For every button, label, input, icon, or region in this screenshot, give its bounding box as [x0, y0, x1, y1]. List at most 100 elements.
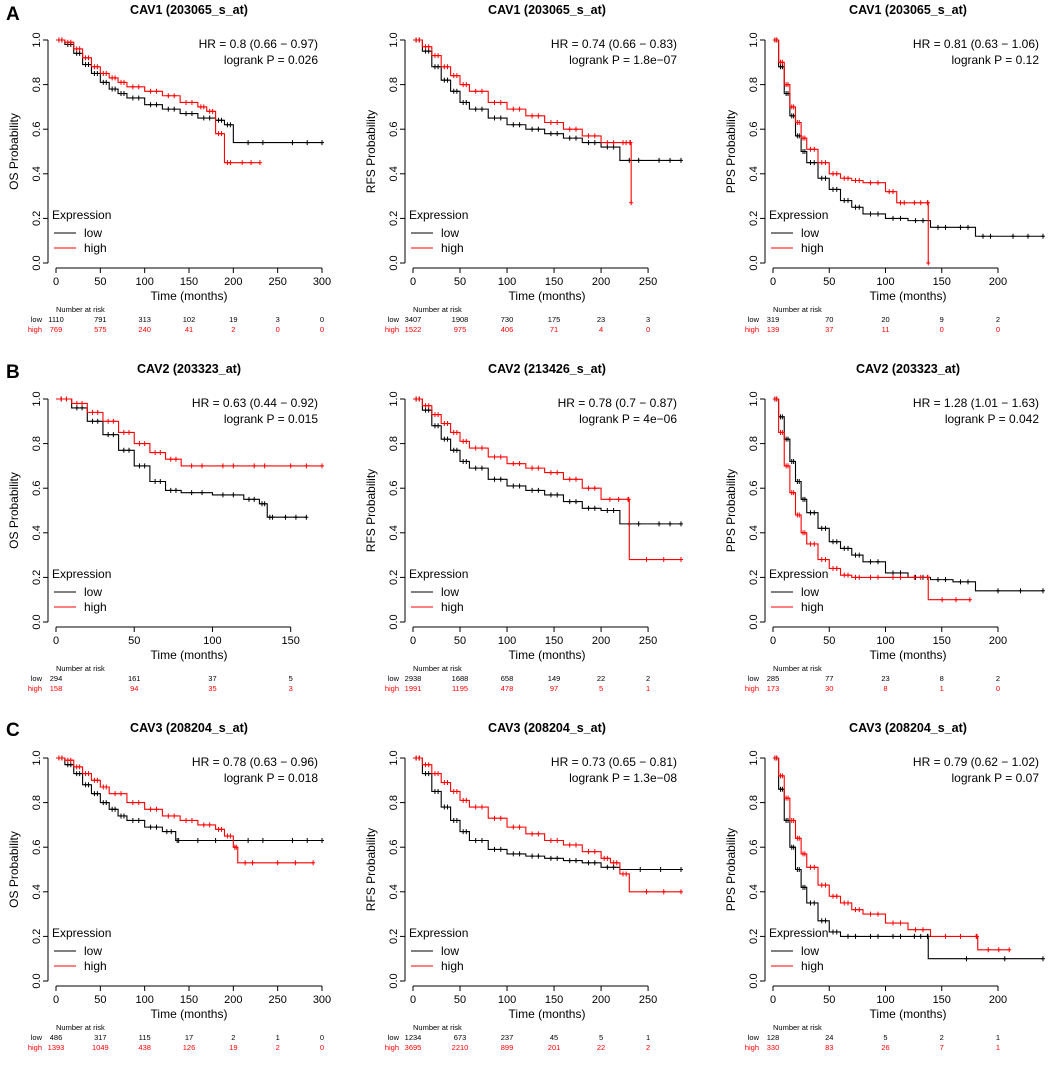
- risk-value-low: 2: [940, 1033, 944, 1042]
- x-tick-label: 0: [53, 994, 59, 1006]
- censor-mark-high: [887, 189, 892, 195]
- censor-mark-high: [846, 572, 850, 578]
- legend-label-high: high: [84, 959, 107, 973]
- censor-mark-low: [592, 505, 597, 511]
- censor-mark-low: [200, 490, 205, 496]
- censor-mark-high: [548, 120, 553, 126]
- y-tick-label: 0.0: [31, 255, 43, 270]
- risk-value-high: 2210: [452, 1043, 469, 1052]
- censor-mark-low: [77, 50, 82, 56]
- censor-mark-low: [74, 405, 79, 411]
- y-tick-label: 1.0: [31, 750, 43, 765]
- km-curve-high: [773, 39, 929, 263]
- risk-value-high: 3: [289, 684, 293, 693]
- y-tick-label: 0.4: [748, 884, 760, 899]
- censor-mark-high: [857, 574, 862, 580]
- censor-mark-low: [679, 867, 683, 872]
- x-tick-label: 50: [454, 635, 466, 647]
- x-tick-label: 0: [410, 635, 416, 647]
- censor-mark-low: [605, 144, 610, 150]
- censor-mark-low: [436, 64, 441, 70]
- y-axis-label: OS Probability: [7, 113, 21, 190]
- km-curve-high: [413, 757, 681, 893]
- censor-mark-high: [780, 429, 785, 435]
- risk-value-low: 175: [548, 315, 561, 324]
- y-tick-label: 0.0: [748, 255, 760, 270]
- y-tick-label: 0.2: [388, 211, 400, 226]
- censor-mark-high: [823, 882, 828, 888]
- x-tick-label: 0: [770, 994, 776, 1006]
- censor-mark-high: [1007, 947, 1012, 953]
- censor-mark-high: [831, 171, 835, 177]
- risk-value-high: 0: [276, 325, 280, 334]
- censor-mark-high: [166, 93, 171, 99]
- censor-mark-low: [853, 933, 858, 939]
- risk-value-low: 5: [289, 674, 293, 683]
- censor-mark-low: [638, 867, 643, 872]
- risk-title: Number at risk: [773, 664, 822, 673]
- censor-mark-low: [137, 463, 142, 469]
- censor-mark-high: [454, 429, 459, 435]
- censor-mark-high: [797, 512, 802, 518]
- risk-value-high: 158: [50, 684, 63, 693]
- censor-mark-high: [823, 557, 828, 563]
- x-tick-label: 100: [135, 276, 153, 288]
- y-axis-label: PPS Probability: [724, 828, 738, 911]
- censor-mark-low: [567, 499, 572, 505]
- censor-mark-low: [173, 487, 178, 493]
- risk-value-low: 3407: [405, 315, 422, 324]
- risk-value-low: 23: [881, 674, 889, 683]
- censor-mark-high: [95, 777, 100, 783]
- censor-mark-low: [492, 846, 497, 852]
- censor-mark-low: [658, 867, 663, 872]
- censor-mark-high: [834, 171, 839, 177]
- censor-mark-low: [305, 140, 310, 146]
- y-axis-label: PPS Probability: [724, 469, 738, 552]
- censor-mark-high: [473, 804, 478, 810]
- risk-value-high: 575: [94, 325, 107, 334]
- censor-mark-low: [154, 102, 159, 108]
- censor-mark-high: [958, 933, 963, 939]
- risk-value-high: 30: [825, 684, 833, 693]
- censor-mark-low: [252, 496, 257, 502]
- censor-mark-low: [891, 933, 895, 939]
- legend-label-low: low: [801, 944, 819, 958]
- censor-mark-high: [586, 133, 591, 139]
- censor-mark-low: [943, 224, 948, 230]
- censor-mark-low: [305, 838, 310, 844]
- hr-annotation: HR = 0.63 (0.44 − 0.92): [192, 396, 318, 410]
- risk-row-label-high: high: [745, 325, 759, 334]
- x-axis-label: Time (months): [151, 648, 228, 662]
- censor-mark-low: [913, 218, 918, 224]
- censor-mark-low: [780, 414, 785, 420]
- censor-mark-high: [207, 822, 212, 828]
- censor-mark-low: [511, 122, 516, 128]
- risk-value-low: 23: [597, 315, 605, 324]
- censor-mark-high: [605, 855, 610, 861]
- censor-mark-low: [260, 140, 265, 146]
- censor-mark-high: [498, 99, 503, 105]
- censor-mark-low: [831, 929, 835, 935]
- risk-value-high: 0: [320, 1043, 324, 1052]
- y-tick-label: 0.6: [31, 481, 43, 496]
- censor-mark-low: [219, 117, 224, 123]
- censor-mark-low: [86, 62, 91, 68]
- censor-mark-low: [1041, 956, 1045, 962]
- risk-title: Number at risk: [413, 664, 462, 673]
- x-tick-label: 100: [498, 276, 516, 288]
- censor-mark-high: [846, 900, 850, 906]
- censor-mark-high: [891, 189, 895, 195]
- y-tick-label: 0.4: [31, 166, 43, 181]
- risk-row-label-low: low: [748, 315, 760, 324]
- censor-mark-low: [573, 858, 578, 864]
- censor-mark-low: [498, 846, 503, 852]
- x-tick-label: 50: [454, 276, 466, 288]
- x-tick-label: 150: [180, 276, 198, 288]
- censor-mark-low: [498, 476, 503, 482]
- censor-mark-high: [219, 826, 224, 832]
- x-tick-label: 250: [639, 994, 657, 1006]
- censor-mark-low: [464, 458, 469, 464]
- censor-mark-low: [943, 577, 948, 583]
- censor-mark-high: [573, 476, 578, 482]
- censor-mark-low: [270, 514, 275, 520]
